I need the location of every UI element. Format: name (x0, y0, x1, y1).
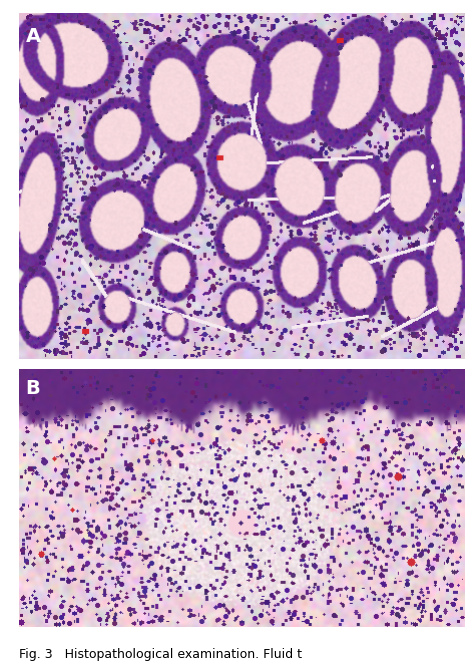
Text: Fig. 3   Histopathological examination. Fluid t: Fig. 3 Histopathological examination. Fl… (19, 648, 302, 661)
Text: A: A (26, 28, 41, 46)
Text: B: B (26, 379, 40, 399)
